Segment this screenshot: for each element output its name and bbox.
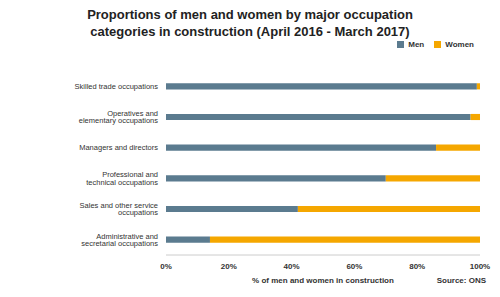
html-text:Women: Women (445, 40, 474, 49)
svg-text:Sales and other serviceoccupat: Sales and other serviceoccupations (80, 201, 159, 218)
svg-text:Professional andtechnical occu: Professional andtechnical occupations (86, 170, 158, 187)
html-text:% of men and women in construc: % of men and women in construction (252, 276, 394, 285)
svg-text:40%: 40% (284, 262, 300, 271)
html-text:Men: Men (408, 40, 425, 49)
html-text:Source: ONS: Source: ONS (436, 276, 486, 285)
svg-text:Skilled trade occupations: Skilled trade occupations (75, 82, 159, 91)
svg-text:100%: 100% (470, 262, 490, 271)
svg-text:Managers and directors: Managers and directors (79, 143, 158, 152)
svg-text:20%: 20% (221, 262, 237, 271)
svg-text:Administrative andsecretarial: Administrative andsecretarial occupation… (81, 232, 158, 249)
html-text:Proportions of men and women b: Proportions of men and women by major oc… (87, 7, 413, 39)
svg-text:80%: 80% (409, 262, 425, 271)
svg-text:60%: 60% (346, 262, 362, 271)
svg-text:0%: 0% (160, 262, 172, 271)
svg-text:Operatives andelementary occup: Operatives andelementary occupations (79, 109, 158, 126)
